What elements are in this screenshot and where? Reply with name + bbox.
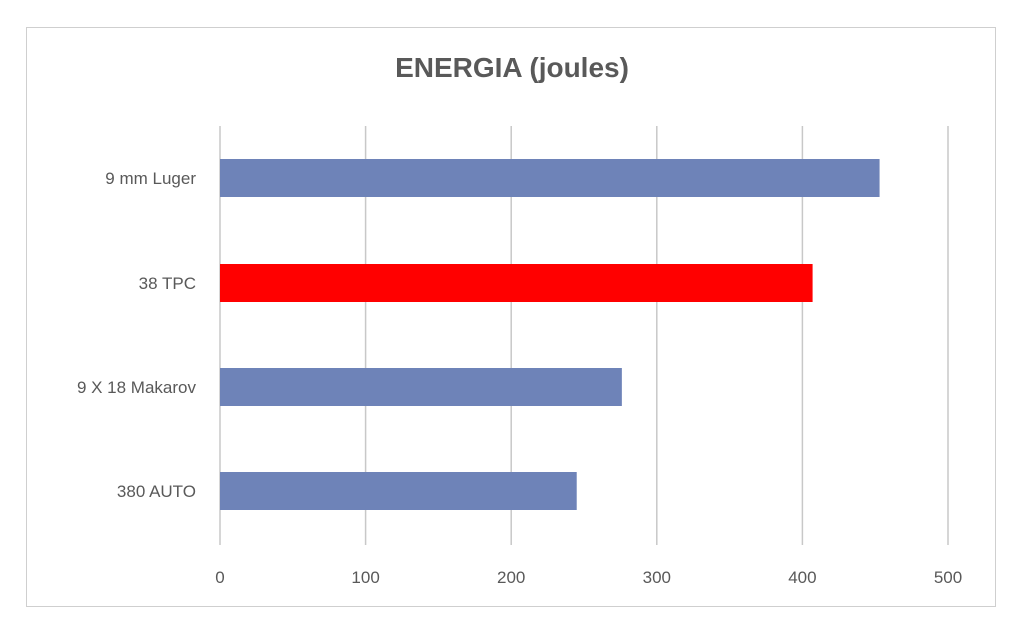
y-tick-labels: 9 mm Luger 38 TPC 9 X 18 Makarov 380 AUTO [77, 169, 197, 501]
y-tick-label: 9 mm Luger [105, 169, 196, 188]
x-tick-label: 500 [934, 568, 962, 587]
x-tick-label: 200 [497, 568, 525, 587]
bar-9-x-18-makarov [220, 368, 622, 406]
x-tick-label: 300 [643, 568, 671, 587]
y-tick-label: 9 X 18 Makarov [77, 378, 197, 397]
bar-380-auto [220, 472, 577, 510]
bar-38-tpc [220, 264, 813, 302]
y-tick-label: 380 AUTO [117, 482, 196, 501]
x-tick-label: 400 [788, 568, 816, 587]
chart-title: ENERGIA (joules) [395, 52, 629, 83]
bars [220, 159, 880, 510]
x-tick-labels: 0 100 200 300 400 500 [215, 568, 962, 587]
x-tick-label: 0 [215, 568, 224, 587]
x-tick-label: 100 [351, 568, 379, 587]
y-tick-label: 38 TPC [139, 274, 196, 293]
bar-9-mm-luger [220, 159, 880, 197]
